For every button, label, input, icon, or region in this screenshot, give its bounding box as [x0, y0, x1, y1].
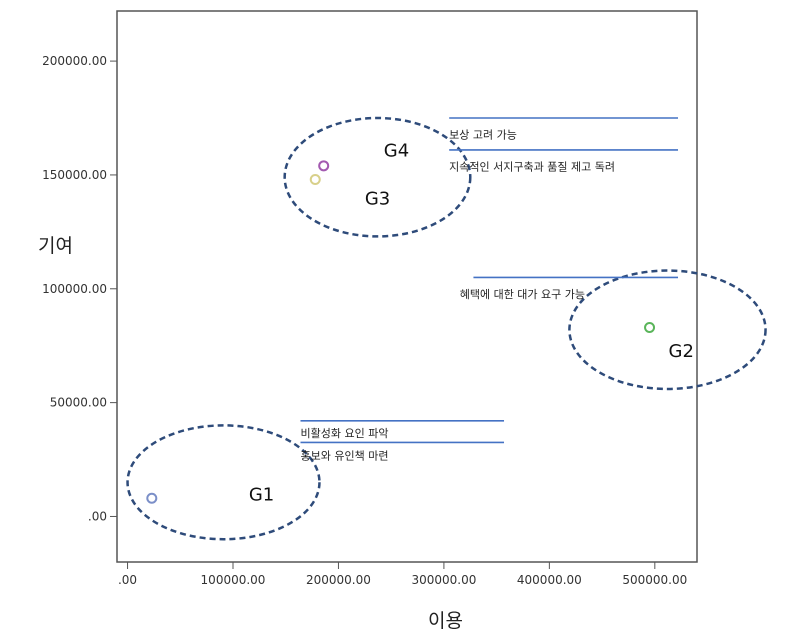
x-tick-label: 400000.00 — [517, 573, 582, 587]
group-ellipse-g2 — [568, 269, 767, 391]
data-point — [146, 492, 158, 504]
data-points — [146, 160, 656, 504]
plot-frame — [116, 10, 698, 563]
y-axis: .00 50000.00 100000.00 150000.00 200000.00 — [42, 54, 117, 523]
y-tick-label: 100000.00 — [42, 282, 107, 296]
x-tick-label: .00 — [118, 573, 137, 587]
group-label-g4: G4 — [384, 141, 409, 162]
group-label-g3: G3 — [365, 189, 390, 210]
x-axis-label: 이용 — [428, 610, 463, 632]
y-tick-label: .00 — [88, 509, 107, 523]
y-axis-label: 기여 — [38, 235, 73, 257]
annotation-text: 지속적인 서지구축과 품질 제고 독려 — [449, 160, 615, 173]
group-ellipse-g1 — [126, 424, 321, 541]
y-tick-label: 50000.00 — [50, 396, 107, 410]
x-tick-label: 200000.00 — [306, 573, 371, 587]
y-tick-label: 200000.00 — [42, 54, 107, 68]
group-ellipses: G1 G2 G3 G4 — [126, 116, 767, 541]
group-label-g1: G1 — [249, 485, 274, 506]
annotation-text: 보상 고려 가능 — [449, 129, 517, 142]
x-tick-label: 300000.00 — [411, 573, 476, 587]
annotation-text: 비활성화 요인 파악 — [300, 426, 388, 440]
x-tick-label: 500000.00 — [622, 573, 687, 587]
x-axis: .00 100000.00 200000.00 300000.00 400000.00 5… — [118, 562, 687, 587]
annotation-text: 홍보와 유인책 마련 — [300, 449, 388, 463]
group-ellipse-g3 — [283, 116, 472, 238]
y-tick-label: 150000.00 — [42, 168, 107, 182]
data-point — [644, 321, 656, 333]
data-point — [318, 160, 330, 172]
data-point — [309, 173, 321, 185]
x-tick-label: 100000.00 — [201, 573, 266, 587]
group-label-g2: G2 — [669, 341, 694, 362]
annotation-text: 혜택에 대한 대가 요구 가능 — [460, 288, 585, 301]
